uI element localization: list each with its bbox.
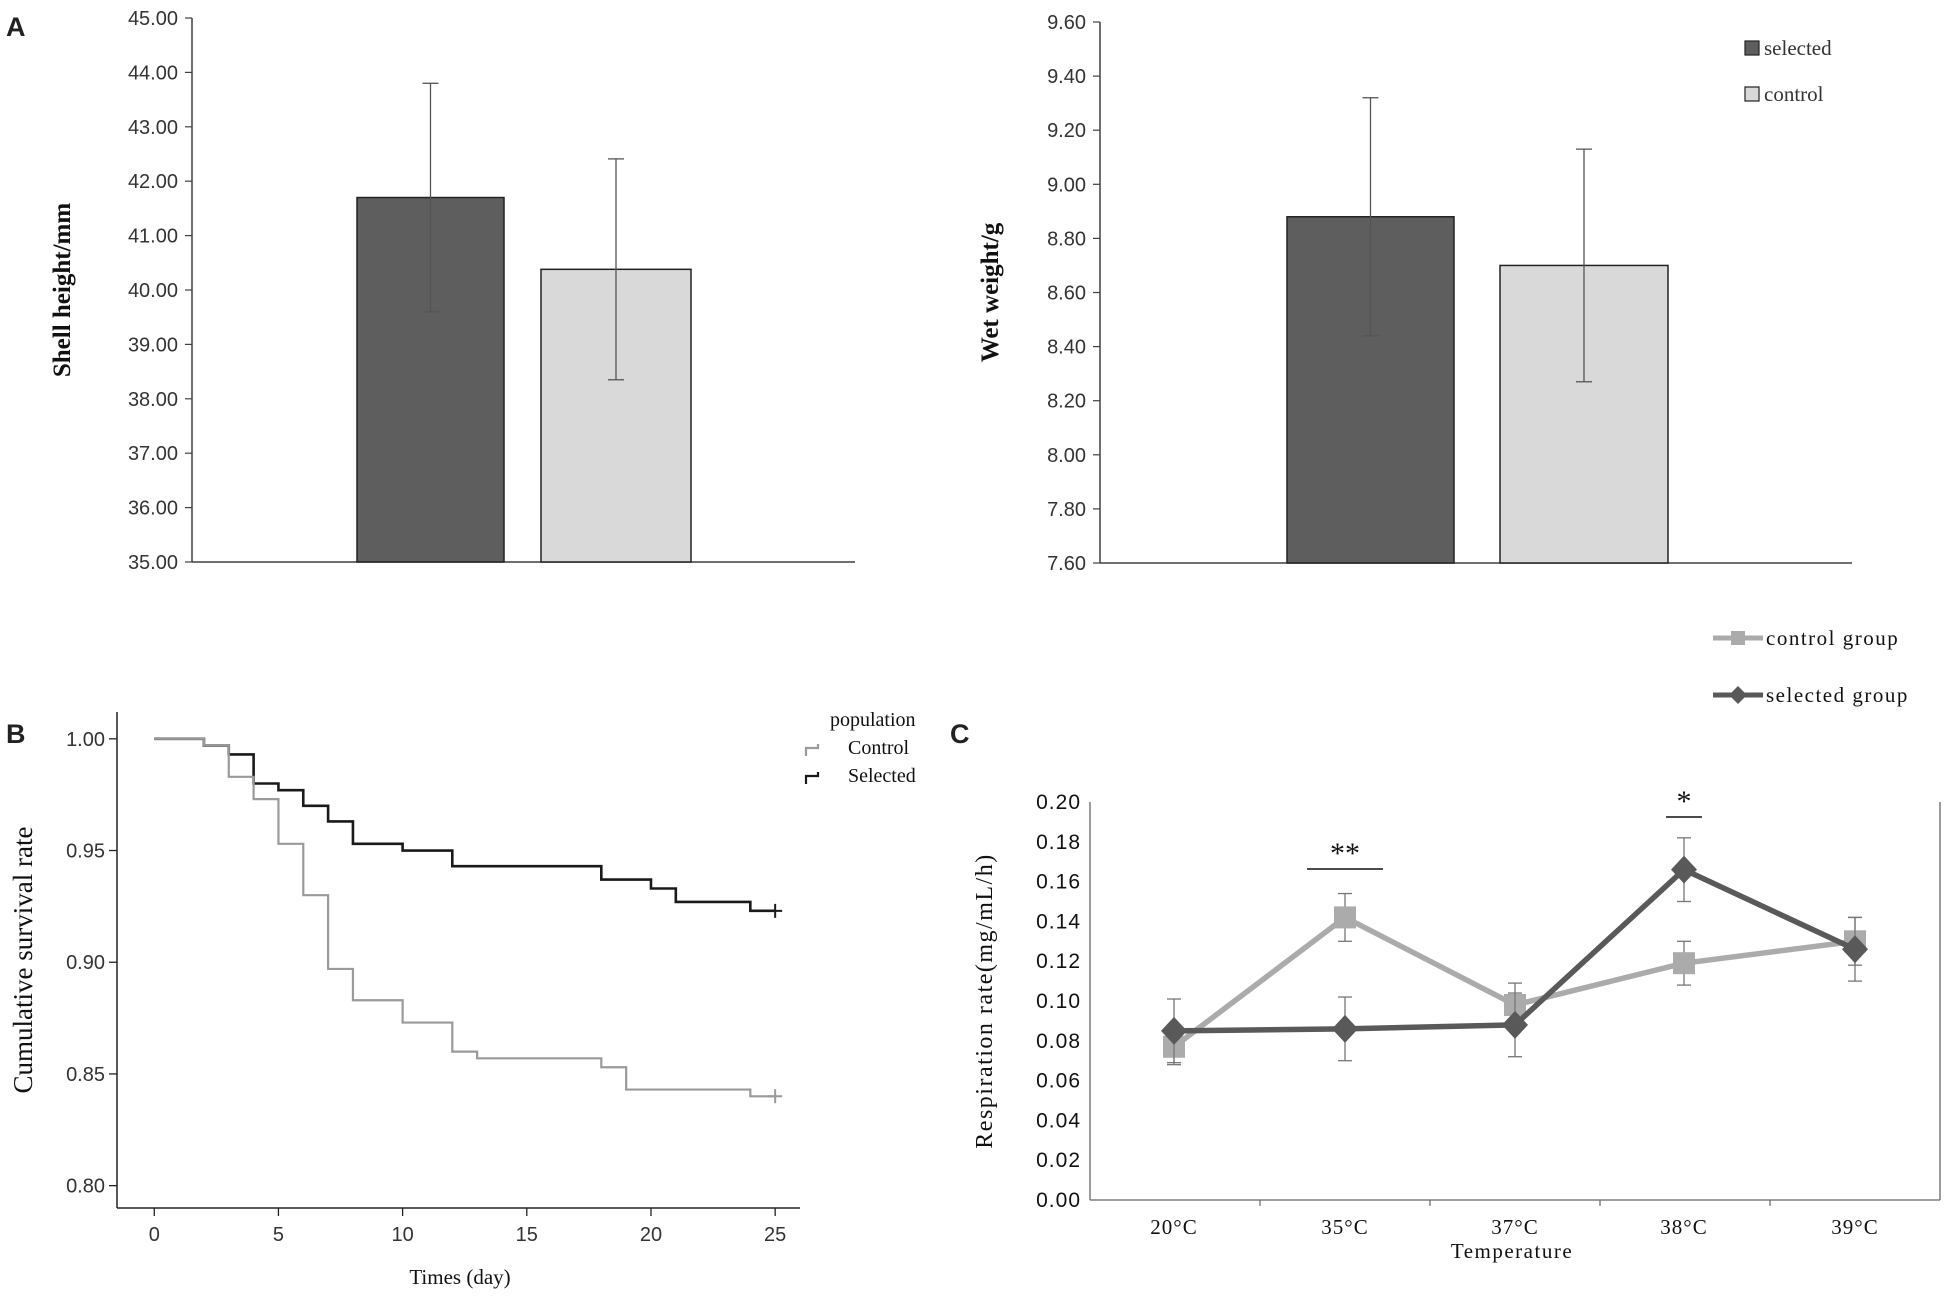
chart-wet-weight: 7.60 7.80 8.00 8.20 8.40 8.60 8.80 9.00 9.20 9.40… [977,12,1852,575]
y-tick-label: 0.18 [1036,831,1081,854]
marker-selected [1502,1010,1528,1039]
y-tick-label: 7.80 [1047,499,1086,521]
legend-label-selected-group: selected group [1766,683,1909,707]
y-tick-label: 0.08 [1036,1030,1081,1053]
y-tick-label: 41.00 [128,226,178,248]
legend-label-selected: Selected [848,765,916,787]
y-tick-label: 0.10 [1036,990,1081,1013]
x-axis-label: Temperature [1451,1239,1573,1263]
x-tick-label: 20 [640,1224,662,1246]
x-tick-label: 35°C [1321,1215,1368,1239]
marker-control [1334,906,1356,929]
y-tick-label: 0.95 [66,841,105,863]
y-tick-label: 38.00 [128,389,178,411]
y-axis-label: Cumulative survival rate [8,827,38,1094]
x-tick-label: 37°C [1491,1215,1538,1239]
y-tick-label: 0.16 [1036,871,1081,894]
censor-mark-control [768,1089,783,1104]
legend-label-control: control [1764,82,1824,106]
marker-control [1673,952,1695,975]
chart-respiration: 0.00 0.02 0.04 0.06 0.08 0.10 0.12 0.14 0.16 0.18… [972,626,1941,1263]
y-tick-label: 35.00 [128,552,178,574]
legend-swatch-control [1744,86,1760,102]
y-tick-label: 0.20 [1036,791,1081,814]
x-tick-label: 5 [273,1224,284,1246]
y-tick-label: 45.00 [128,8,178,30]
y-tick-label: 0.06 [1036,1070,1081,1093]
chart-survival: 0.80 0.85 0.90 0.95 1.00 0 5 10 15 20 25 Times (day… [8,709,916,1289]
x-tick-label: 25 [764,1224,786,1246]
significance-label: ** [1330,837,1360,870]
y-tick-label: 9.20 [1047,120,1086,142]
x-tick-label: 0 [149,1224,160,1246]
y-tick-label: 0.85 [66,1064,105,1086]
marker-selected [1842,935,1868,964]
y-tick-label: 40.00 [128,280,178,302]
marker-selected [1332,1014,1358,1043]
y-tick-label: 0.02 [1036,1149,1081,1172]
y-tick-label: 7.60 [1047,553,1086,575]
y-tick-label: 1.00 [66,729,105,751]
legend-label-control-group: control group [1766,626,1899,650]
y-tick-label: 36.00 [128,498,178,520]
y-axis-label: Respiration rate(mg/mL/h) [972,853,998,1148]
x-tick-label: 20°C [1150,1215,1197,1239]
x-tick-label: 15 [516,1224,538,1246]
y-axis-label: Shell height/mm [49,203,76,377]
legend-title: population [830,709,916,731]
legend-label-control: Control [848,737,910,759]
legend-marker-control [1731,631,1745,645]
x-tick-label: 39°C [1831,1215,1878,1239]
y-tick-label: 44.00 [128,62,178,84]
y-tick-label: 8.40 [1047,337,1086,359]
marker-selected [1671,855,1697,884]
survival-line-selected [154,737,776,913]
y-tick-label: 43.00 [128,117,178,139]
legend-label-selected: selected [1764,36,1832,60]
legend-marker-selected [1729,686,1747,704]
y-axis-label: Wet weight/g [977,222,1004,362]
y-tick-label: 8.00 [1047,445,1086,467]
y-tick-label: 8.60 [1047,283,1086,305]
y-tick-label: 0.14 [1036,910,1081,933]
y-tick-label: 0.04 [1036,1109,1081,1132]
panel-label-c: C [950,719,970,749]
y-tick-label: 39.00 [128,334,178,356]
legend-swatch-selected [1744,40,1760,56]
censor-mark-selected [768,903,783,918]
y-tick-label: 8.80 [1047,228,1086,250]
y-tick-label: 0.90 [66,952,105,974]
significance-label: * [1677,785,1692,818]
y-tick-label: 0.12 [1036,950,1081,973]
y-tick-label: 42.00 [128,171,178,193]
x-tick-label: 10 [391,1224,413,1246]
y-tick-label: 0.00 [1036,1189,1081,1212]
y-tick-label: 9.60 [1047,12,1086,34]
y-tick-label: 9.00 [1047,174,1086,196]
marker-selected [1161,1016,1187,1045]
panel-label-b: B [6,719,26,749]
y-tick-label: 8.20 [1047,391,1086,413]
legend-key-selected [804,772,820,784]
chart-shell-height: 35.00 36.00 37.00 38.00 39.00 40.00 41.00 42.00… [49,8,855,574]
y-tick-label: 0.80 [66,1176,105,1198]
panel-label-a: A [6,12,26,42]
y-tick-label: 9.40 [1047,66,1086,88]
y-tick-label: 37.00 [128,443,178,465]
x-axis-label: Times (day) [409,1265,510,1289]
x-tick-label: 38°C [1660,1215,1707,1239]
survival-line-control [154,737,776,1098]
legend-key-control [804,744,820,756]
